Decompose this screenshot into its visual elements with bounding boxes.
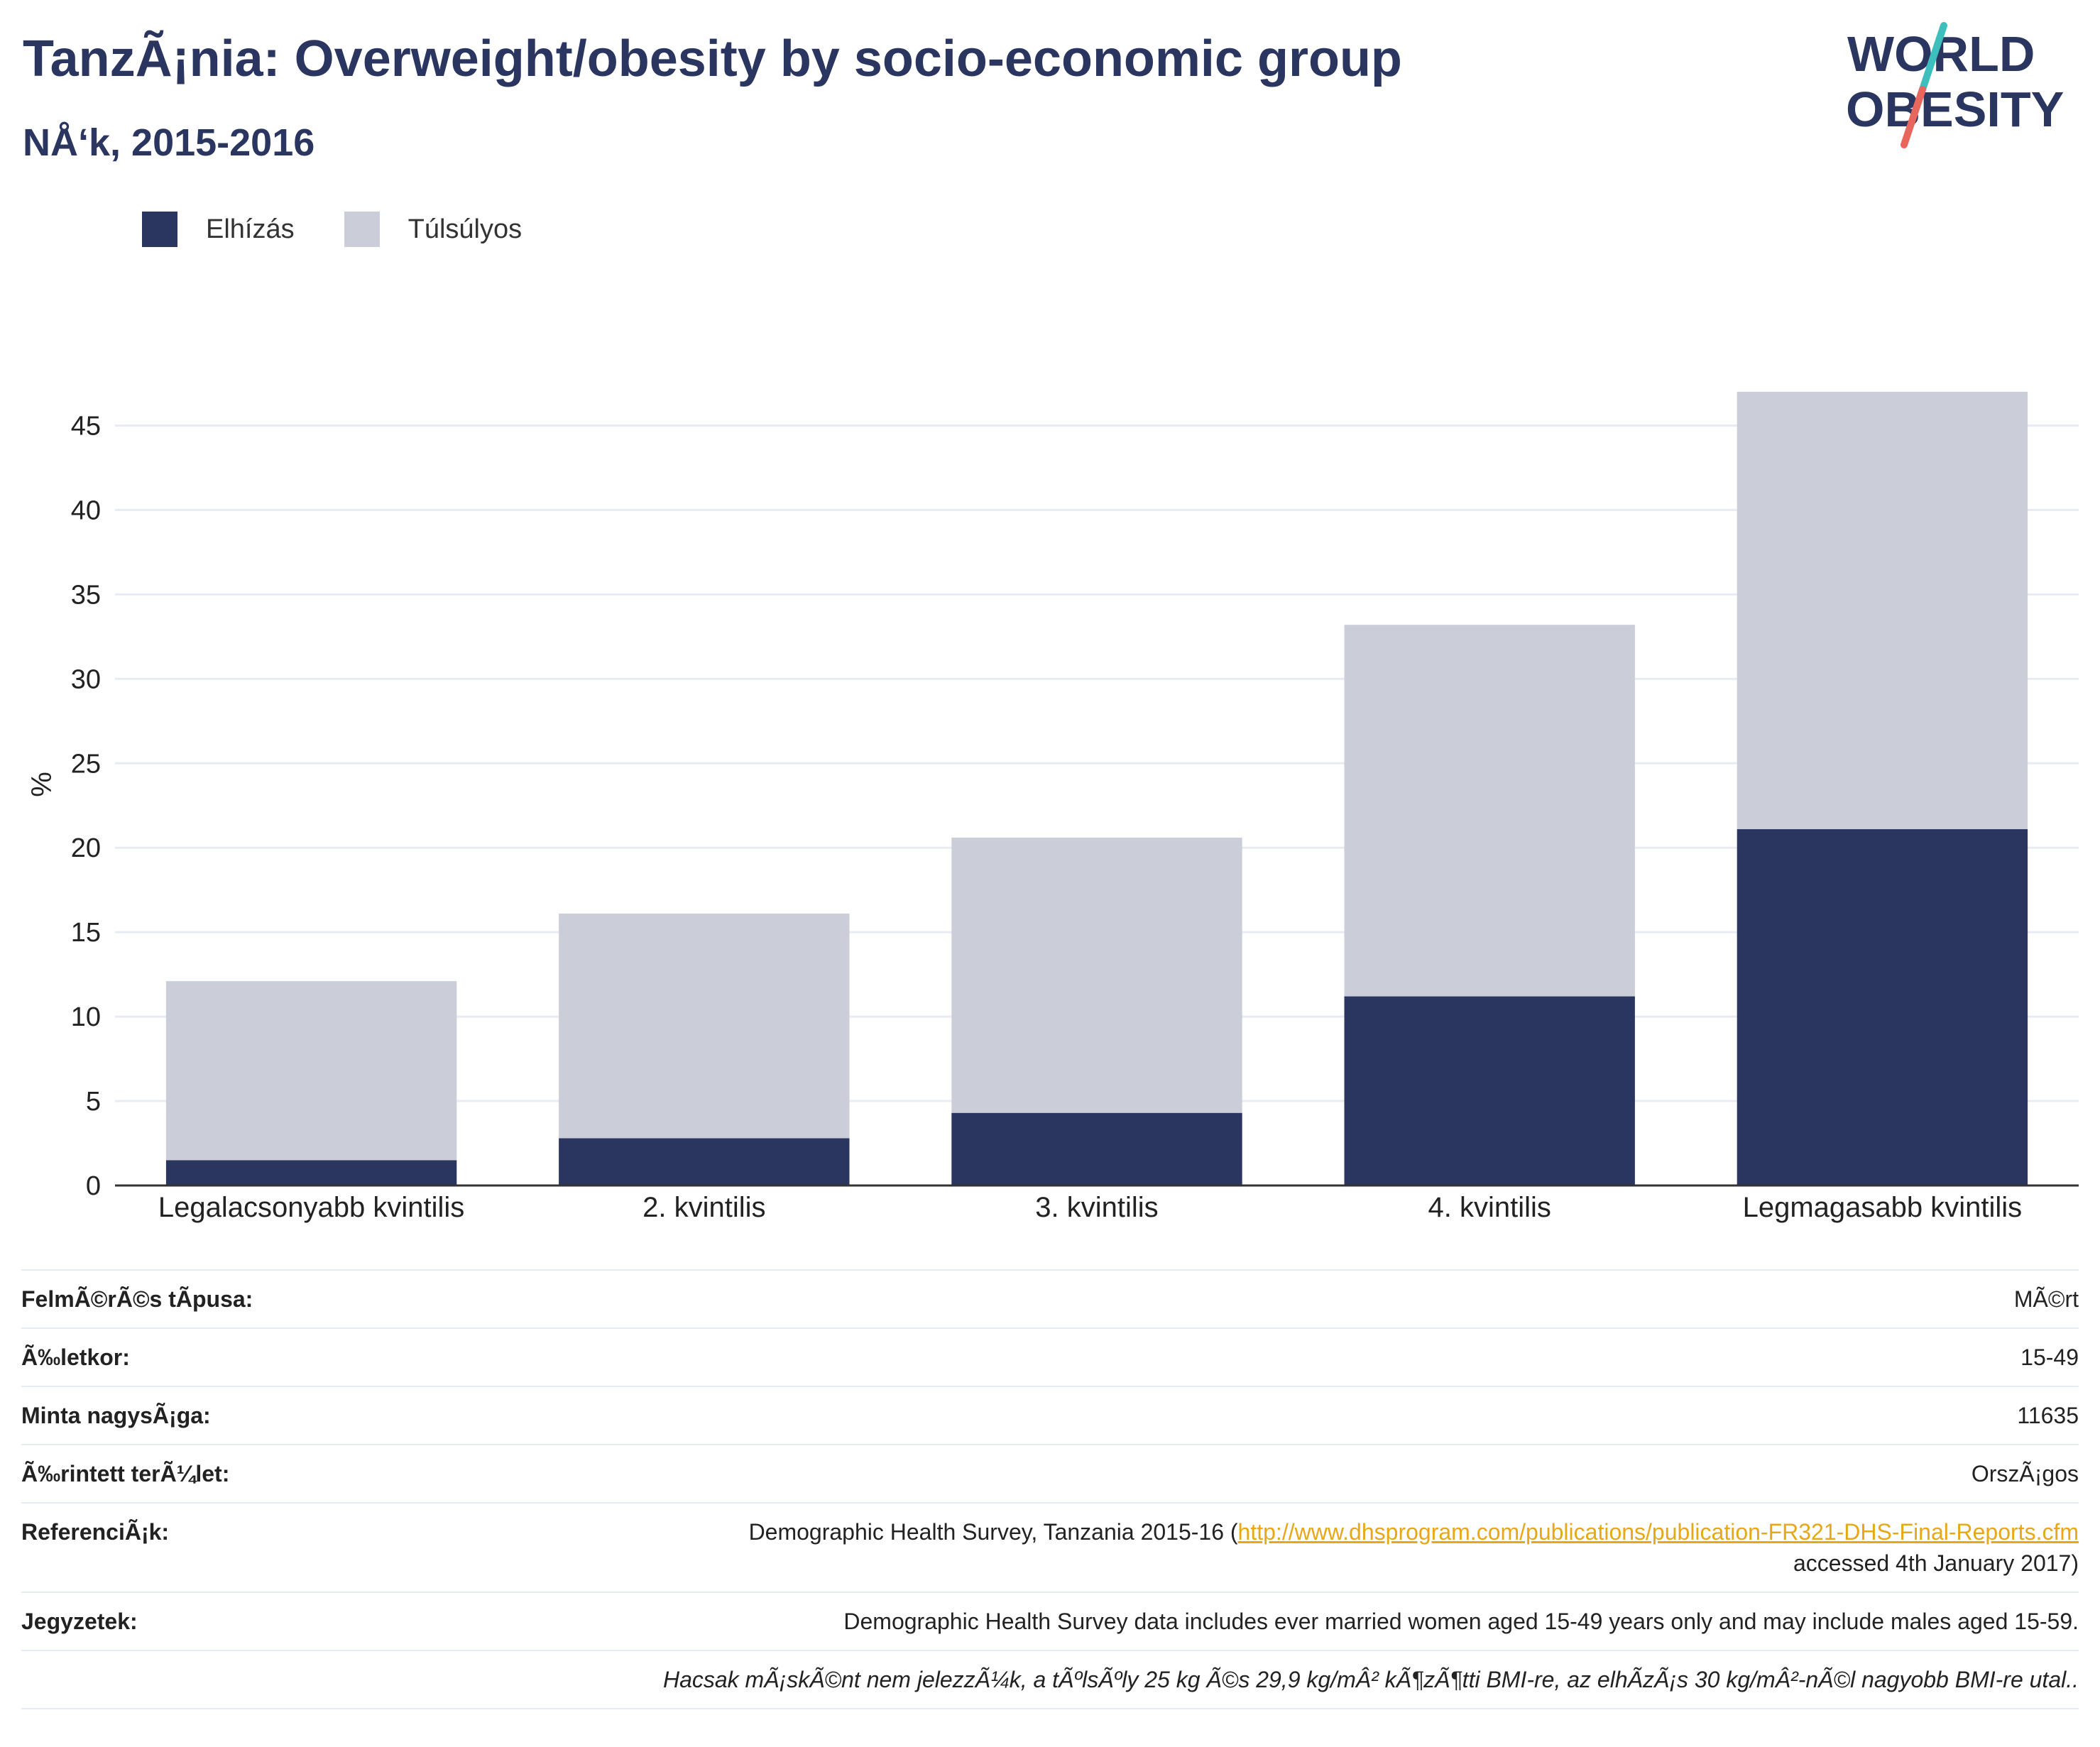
- legend-swatch-overweight: [344, 212, 380, 247]
- legend-label-obesity: Elhízás: [206, 214, 295, 244]
- info-row-area: Ã‰rintett terÃ¼let: OrszÃ¡gos: [21, 1445, 2079, 1504]
- y-tick-label: 0: [86, 1171, 101, 1201]
- info-value-notes-bmi: Hacsak mÃ¡skÃ©nt nem jelezzÃ¼k, a tÃºlsÃ…: [390, 1650, 2079, 1709]
- y-tick-label: 20: [71, 833, 101, 863]
- legend-item-obesity[interactable]: Elhízás: [142, 212, 295, 247]
- bar-segment-overweight: [1344, 625, 1635, 997]
- info-value-sample-size: 11635: [390, 1386, 2079, 1445]
- y-tick-label: 25: [71, 749, 101, 779]
- info-label-area: Ã‰rintett terÃ¼let:: [21, 1445, 390, 1504]
- bar-segment-obesity: [951, 1112, 1242, 1185]
- bar-segment-overweight: [1737, 391, 2028, 830]
- bar-segment-overweight: [165, 981, 457, 1161]
- chart-legend: Elhízás Túlsúlyos: [142, 212, 572, 247]
- info-value-age: 15-49: [390, 1328, 2079, 1387]
- info-row-sample-size: Minta nagysÃ¡ga: 11635: [21, 1386, 2079, 1445]
- x-tick-label: 2. kvintilis: [642, 1192, 765, 1223]
- legend-swatch-obesity: [142, 212, 177, 247]
- bar-segment-obesity: [1737, 829, 2028, 1185]
- reference-accessed: accessed 4th January 2017): [1793, 1550, 2079, 1576]
- info-row-age: Ã‰letkor: 15-49: [21, 1328, 2079, 1387]
- y-tick-label: 10: [71, 1002, 101, 1032]
- page-subtitle: NÅ‘k, 2015-2016: [23, 121, 315, 164]
- y-tick-label: 5: [86, 1087, 101, 1117]
- bar-segment-obesity: [1344, 996, 1635, 1185]
- page-title: TanzÃ¡nia: Overweight/obesity by socio-e…: [23, 31, 1402, 87]
- x-tick-label: 3. kvintilis: [1035, 1192, 1158, 1223]
- info-value-survey-type: MÃ©rt: [390, 1270, 2079, 1329]
- info-label-age: Ã‰letkor:: [21, 1328, 390, 1387]
- y-tick-label: 45: [71, 411, 101, 441]
- reference-text: Demographic Health Survey, Tanzania 2015…: [748, 1519, 1238, 1545]
- info-label-sample-size: Minta nagysÃ¡ga:: [21, 1386, 390, 1445]
- x-tick-label: 4. kvintilis: [1428, 1192, 1551, 1223]
- info-label-notes: Jegyzetek:: [21, 1592, 390, 1651]
- reference-line-1: Demographic Health Survey, Tanzania 2015…: [390, 1516, 2079, 1548]
- logo-slash-bottom: [1901, 86, 1926, 148]
- x-tick-label: Legalacsonyabb kvintilis: [158, 1192, 464, 1223]
- legend-label-overweight: Túlsúlyos: [408, 214, 523, 244]
- bar-segment-obesity: [559, 1138, 850, 1185]
- info-row-notes-2: Hacsak mÃ¡skÃ©nt nem jelezzÃ¼k, a tÃºlsÃ…: [21, 1650, 2079, 1709]
- survey-info-table: FelmÃ©rÃ©s tÃpusa: MÃ©rt Ã‰letkor: 15-49…: [21, 1269, 2079, 1709]
- info-row-references: ReferenciÃ¡k: Demographic Health Survey,…: [21, 1503, 2079, 1593]
- info-label-references: ReferenciÃ¡k:: [21, 1503, 390, 1593]
- reference-link[interactable]: http://www.dhsprogram.com/publications/p…: [1237, 1519, 2079, 1545]
- world-obesity-logo: WORLD OBESITY: [1846, 22, 2064, 148]
- logo-slash-top: [1919, 22, 1947, 93]
- info-row-notes: Jegyzetek: Demographic Health Survey dat…: [21, 1592, 2079, 1651]
- bar-segment-overweight: [951, 837, 1242, 1113]
- info-label-survey-type: FelmÃ©rÃ©s tÃpusa:: [21, 1270, 390, 1329]
- bar-segment-overweight: [559, 913, 850, 1139]
- info-value-area: OrszÃ¡gos: [390, 1445, 2079, 1504]
- legend-item-overweight[interactable]: Túlsúlyos: [344, 212, 523, 247]
- bar-segment-obesity: [165, 1160, 457, 1185]
- x-tick-label: Legmagasabb kvintilis: [1743, 1192, 2023, 1223]
- y-tick-label: 15: [71, 918, 101, 948]
- logo-line-2: OBESITY: [1846, 82, 2064, 137]
- info-label-empty: [21, 1650, 390, 1709]
- y-axis-label: %: [26, 772, 58, 797]
- bar-chart: 0 5 10 15 20 25 30 35 40 45% Legalacsonyabb kvinti…: [26, 391, 2079, 1223]
- info-row-survey-type: FelmÃ©rÃ©s tÃpusa: MÃ©rt: [21, 1270, 2079, 1329]
- y-tick-label: 40: [71, 495, 101, 525]
- y-tick-label: 35: [71, 580, 101, 610]
- info-value-notes: Demographic Health Survey data includes …: [390, 1592, 2079, 1651]
- y-tick-label: 30: [71, 664, 101, 694]
